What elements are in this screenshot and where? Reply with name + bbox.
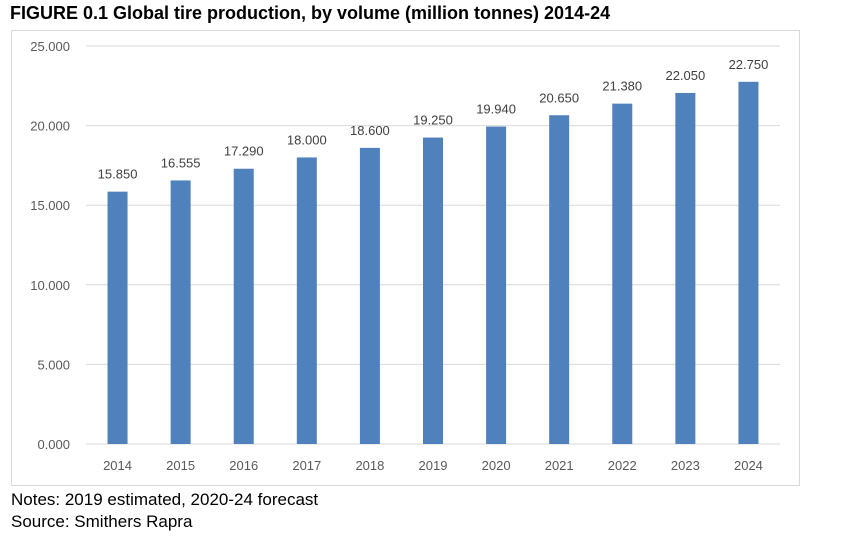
data-label-2016: 17.290 [224,144,264,159]
x-tick-label-2018: 2018 [355,458,384,473]
source-text: Source: Smithers Rapra [11,512,193,531]
x-tick-label-2019: 2019 [419,458,448,473]
bar-2023 [675,92,696,445]
chart-notes: Notes: 2019 estimated, 2020-24 forecast … [11,489,318,533]
bar-2020 [486,126,507,444]
bar-2017 [296,157,317,444]
x-tick-label-2021: 2021 [545,458,574,473]
bar-2015 [170,180,191,444]
x-tick-label-2015: 2015 [166,458,195,473]
data-label-2014: 15.850 [98,167,138,182]
y-tick-label: 25.000 [30,39,70,54]
y-tick-label: 5.000 [37,357,70,372]
bar-2018 [359,147,380,444]
bar-2024 [738,81,759,444]
bar-chart: 0.000 5.000 10.000 15.000 20.000 25.000 15.85… [30,39,780,473]
x-tick-label-2024: 2024 [734,458,763,473]
data-label-2020: 19.940 [476,102,516,117]
data-label-2018: 18.600 [350,123,390,138]
data-label-2019: 19.250 [413,113,453,128]
y-tick-label: 10.000 [30,278,70,293]
bar-2014 [107,191,128,444]
data-label-2021: 20.650 [539,90,579,105]
x-tick-label-2023: 2023 [671,458,700,473]
data-label-2024: 22.750 [729,57,769,72]
bar-2021 [549,115,570,444]
bar-2019 [423,137,443,444]
y-tick-label: 0.000 [37,437,70,452]
data-label-2023: 22.050 [665,68,705,83]
data-label-2017: 18.000 [287,132,327,147]
bar-2016 [233,168,254,444]
data-label-2022: 21.380 [602,79,642,94]
data-label-2015: 16.555 [161,155,201,170]
y-tick-label: 15.000 [30,198,70,213]
x-tick-label-2022: 2022 [608,458,637,473]
x-tick-label-2020: 2020 [482,458,511,473]
chart-title: FIGURE 0.1 Global tire production, by vo… [10,3,611,23]
chart-area: 0.000 5.000 10.000 15.000 20.000 25.000 15.85… [11,30,800,486]
x-tick-label-2014: 2014 [103,458,132,473]
notes-text: Notes: 2019 estimated, 2020-24 forecast [11,490,319,509]
x-tick-label-2017: 2017 [292,458,321,473]
y-tick-label: 20.000 [30,119,70,134]
bar-2022 [612,103,633,444]
x-tick-label-2016: 2016 [229,458,258,473]
